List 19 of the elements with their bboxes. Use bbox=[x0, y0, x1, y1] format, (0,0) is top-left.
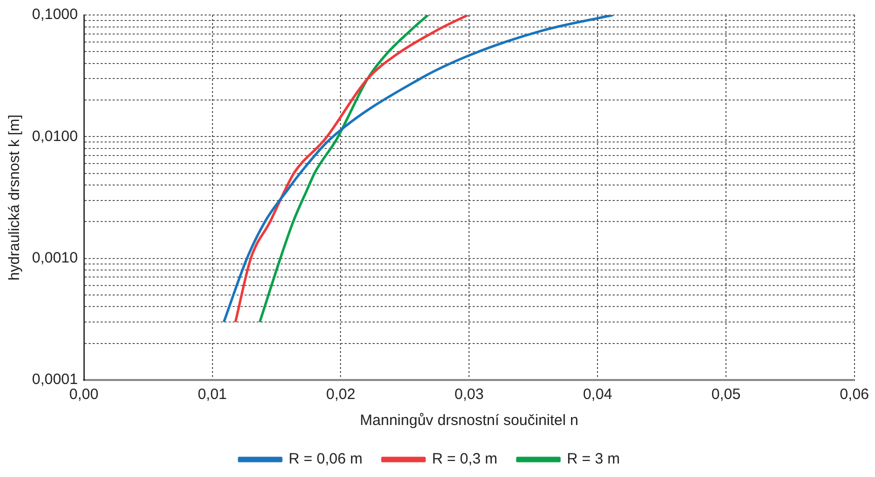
legend-label: R = 0,3 m bbox=[432, 450, 498, 468]
x-tick-label: 0,05 bbox=[711, 386, 741, 404]
line-series bbox=[234, 15, 470, 324]
x-tick-label: 0,06 bbox=[840, 386, 870, 404]
line-series bbox=[222, 15, 614, 324]
y-tick-label: 0,0010 bbox=[32, 249, 78, 266]
x-tick-label: 0,01 bbox=[198, 386, 227, 404]
legend-label: R = 3 m bbox=[566, 450, 620, 468]
y-tick-label: 0,0100 bbox=[32, 128, 78, 145]
x-tick-label: 0,02 bbox=[326, 386, 356, 404]
x-tick-label: 0,03 bbox=[454, 386, 484, 404]
y-axis-title: hydraulická drsnost k [m] bbox=[6, 114, 24, 280]
x-tick-label: 0,04 bbox=[582, 386, 612, 404]
x-axis-title: Manningův drsnostní součinitel n bbox=[360, 412, 578, 430]
y-tick-label: 0,1000 bbox=[32, 6, 78, 24]
y-tick-label: 0,0001 bbox=[32, 371, 78, 388]
x-tick-label: 0,00 bbox=[69, 386, 98, 404]
legend-label: R = 0,06 m bbox=[288, 450, 362, 468]
line-series bbox=[258, 15, 430, 324]
